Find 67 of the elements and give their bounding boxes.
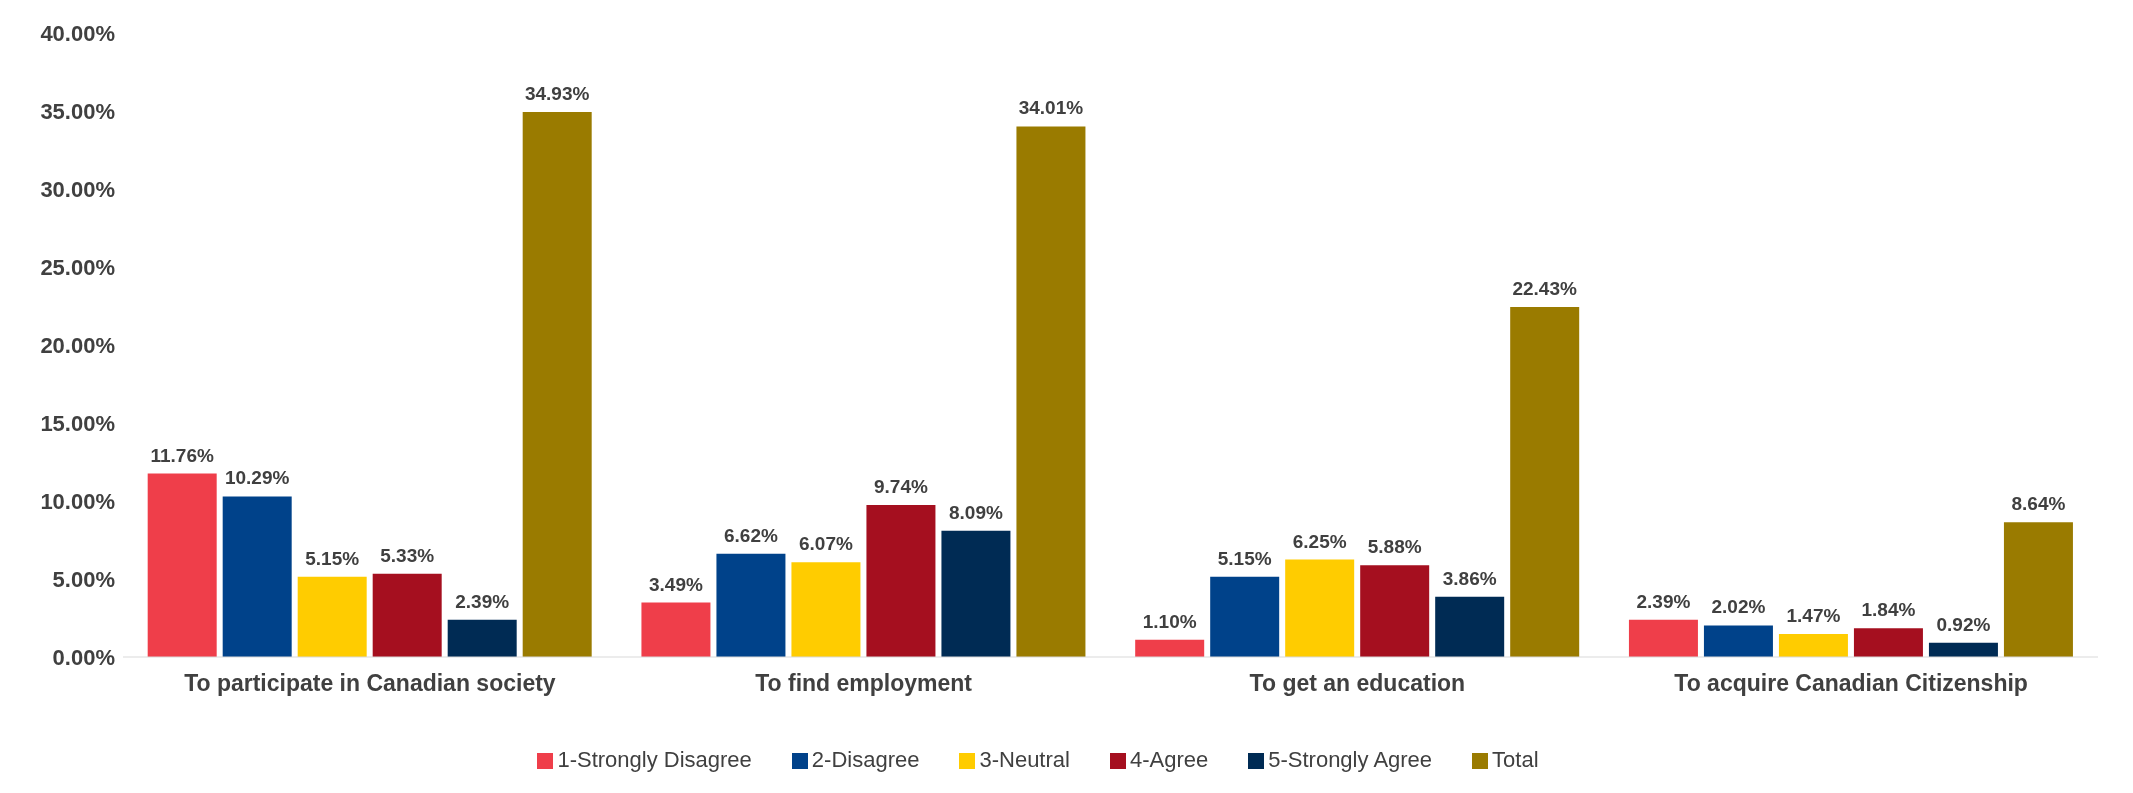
bar — [641, 602, 711, 657]
data-label: 8.09% — [949, 501, 1003, 523]
data-label: 2.39% — [455, 590, 510, 612]
y-tick-label: 10.00% — [40, 488, 115, 514]
data-label: 10.29% — [224, 467, 290, 489]
bar — [147, 473, 217, 657]
x-tick-label: To get an education — [1249, 670, 1466, 696]
bar — [1703, 625, 1773, 657]
bar — [941, 530, 1011, 657]
bar — [866, 505, 936, 657]
bar — [716, 553, 786, 657]
data-label: 22.43% — [1512, 278, 1578, 300]
data-label: 1.10% — [1142, 610, 1197, 632]
y-tick-label: 30.00% — [40, 176, 115, 202]
data-label: 2.39% — [1636, 590, 1691, 612]
legend-label: 2-Disagree — [811, 747, 920, 772]
bar — [1210, 576, 1280, 657]
bar — [1016, 126, 1086, 657]
legend-label: 4-Agree — [1129, 747, 1209, 772]
data-label: 5.15% — [305, 547, 360, 569]
bar — [297, 576, 367, 657]
data-label: 34.01% — [1018, 97, 1084, 119]
legend-label: 1-Strongly Disagree — [557, 747, 752, 772]
y-tick-label: 15.00% — [40, 410, 115, 436]
data-label: 34.93% — [524, 83, 590, 105]
data-label: 6.25% — [1292, 530, 1347, 552]
data-label: 3.49% — [649, 573, 703, 595]
bar — [2003, 522, 2073, 657]
bar — [522, 112, 592, 657]
y-tick-label: 40.00% — [40, 20, 115, 46]
bar — [1928, 642, 1998, 657]
legend-label: 5-Strongly Agree — [1268, 747, 1433, 772]
x-tick-label: To participate in Canadian society — [184, 670, 556, 696]
data-label: 5.33% — [380, 544, 435, 566]
bar — [1435, 596, 1505, 657]
data-label: 3.86% — [1442, 567, 1497, 589]
bar — [1778, 634, 1848, 657]
data-label: 0.92% — [1936, 613, 1991, 635]
bar — [1360, 565, 1430, 657]
bar — [222, 496, 292, 657]
data-label: 5.15% — [1217, 547, 1272, 569]
bar — [1510, 307, 1580, 657]
bar — [1285, 559, 1355, 657]
data-label: 1.84% — [1861, 599, 1916, 621]
y-tick-label: 5.00% — [52, 566, 115, 592]
legend-label: 3-Neutral — [979, 747, 1070, 772]
bar — [1628, 619, 1698, 657]
data-label: 2.02% — [1711, 596, 1766, 618]
x-tick-label: To acquire Canadian Citizenship — [1674, 670, 2028, 696]
bar — [447, 619, 517, 657]
data-label: 1.47% — [1786, 605, 1841, 627]
bar — [1853, 628, 1923, 657]
bar — [791, 562, 861, 657]
legend-label: Total — [1492, 747, 1539, 772]
bar — [372, 573, 442, 657]
data-label: 6.62% — [724, 524, 778, 546]
data-label: 8.64% — [2011, 493, 2066, 515]
y-tick-label: 35.00% — [40, 98, 115, 124]
y-tick-label: 0.00% — [52, 644, 115, 670]
y-tick-label: 25.00% — [40, 254, 115, 280]
data-label: 11.76% — [150, 444, 214, 466]
x-tick-label: To find employment — [755, 670, 973, 696]
y-tick-label: 20.00% — [40, 332, 115, 358]
data-label: 6.07% — [799, 533, 853, 555]
bar — [1135, 639, 1205, 657]
data-label: 5.88% — [1367, 536, 1422, 558]
data-label: 9.74% — [874, 476, 928, 498]
